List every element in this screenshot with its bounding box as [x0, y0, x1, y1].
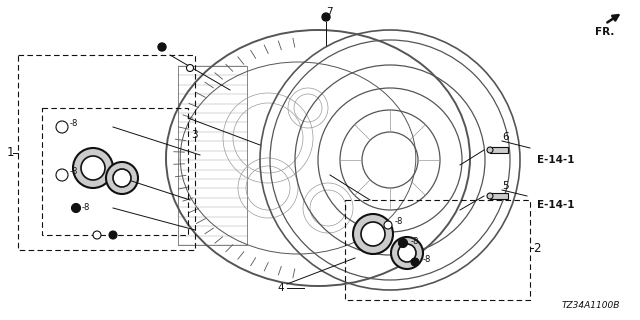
Text: TZ34A1100B: TZ34A1100B [562, 301, 620, 310]
Text: FR.: FR. [595, 27, 614, 37]
Circle shape [398, 244, 416, 262]
Text: -8: -8 [70, 119, 78, 129]
Bar [18, 55, 195, 250]
Circle shape [384, 221, 392, 229]
Circle shape [56, 169, 68, 181]
Text: -8: -8 [423, 255, 431, 265]
Text: 2: 2 [533, 242, 541, 254]
Circle shape [322, 13, 330, 21]
Circle shape [487, 193, 493, 199]
Circle shape [391, 237, 423, 269]
Circle shape [81, 156, 105, 180]
Text: E-14-1: E-14-1 [537, 155, 575, 165]
Bar [490, 147, 508, 153]
Bar [42, 108, 188, 235]
Bar [178, 66, 247, 245]
Text: 5: 5 [502, 181, 509, 191]
Circle shape [361, 222, 385, 246]
Circle shape [72, 204, 81, 212]
Text: 3: 3 [191, 130, 198, 140]
Circle shape [56, 121, 68, 133]
Text: 1: 1 [7, 147, 15, 159]
Text: 4: 4 [277, 283, 284, 293]
Circle shape [106, 162, 138, 194]
Circle shape [109, 231, 117, 239]
Text: E-14-1: E-14-1 [537, 200, 575, 210]
Circle shape [411, 258, 419, 266]
Text: -8: -8 [411, 236, 419, 245]
Text: -8: -8 [70, 167, 78, 177]
Bar [490, 193, 508, 199]
Circle shape [158, 43, 166, 51]
Text: 7: 7 [326, 7, 332, 17]
Circle shape [93, 231, 101, 239]
Circle shape [399, 238, 408, 247]
Text: 6: 6 [502, 132, 509, 142]
Circle shape [487, 147, 493, 153]
Circle shape [353, 214, 393, 254]
Text: -8: -8 [82, 203, 90, 212]
Circle shape [113, 169, 131, 187]
Circle shape [73, 148, 113, 188]
Bar [345, 200, 530, 300]
Circle shape [186, 65, 193, 71]
Text: -8: -8 [395, 218, 403, 227]
